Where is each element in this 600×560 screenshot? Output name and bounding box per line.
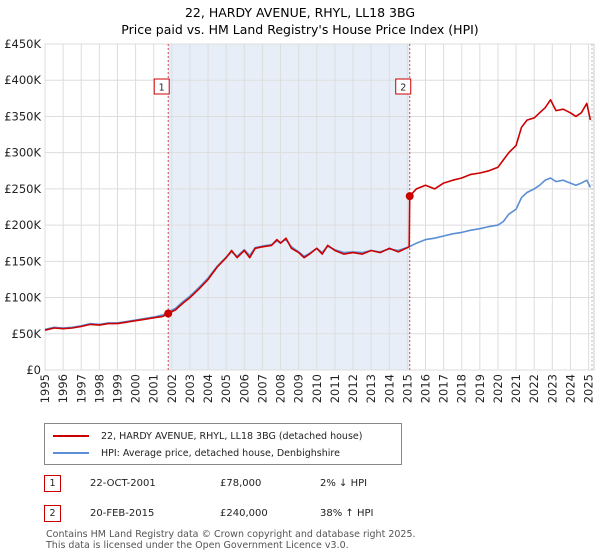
sale-2-label: 2 <box>400 83 406 94</box>
chart-title: 22, HARDY AVENUE, RHYL, LL18 3BG <box>185 5 415 20</box>
x-tick-label: 2019 <box>473 374 487 403</box>
x-tick-label: 2018 <box>455 374 469 403</box>
x-tick-label: 2008 <box>274 374 288 403</box>
y-tick-label: £100K <box>4 291 41 305</box>
sale-price-1: £78,000 <box>220 477 262 489</box>
x-tick-label: 1997 <box>74 374 88 403</box>
x-tick-label: 2007 <box>255 374 269 403</box>
sale-hpi-1: 2% ↓ HPI <box>320 477 368 489</box>
sale-hpi-2: 38% ↑ HPI <box>320 507 374 519</box>
x-tick-label: 2006 <box>237 374 251 403</box>
sale-badge-2: 2 <box>44 504 61 522</box>
x-tick-label: 2010 <box>310 374 324 403</box>
y-tick-label: £150K <box>4 254 41 268</box>
legend: 22, HARDY AVENUE, RHYL, LL18 3BG (detach… <box>44 423 402 465</box>
sale-date-1: 22-OCT-2001 <box>90 477 156 489</box>
x-tick-label: 2025 <box>582 374 596 403</box>
sale-row-2: 2 20-FEB-2015 £240,000 38% ↑ HPI <box>44 504 444 522</box>
sale-1-label: 1 <box>159 83 165 94</box>
x-tick-label: 2002 <box>165 374 179 403</box>
x-tick-label: 2001 <box>147 374 161 403</box>
x-tick-label: 2014 <box>382 374 396 403</box>
x-tick-label: 2015 <box>400 374 414 403</box>
chart-subtitle: Price paid vs. HM Land Registry's House … <box>121 22 478 37</box>
legend-swatch-hpi <box>53 452 89 454</box>
x-tick-label: 2021 <box>509 374 523 403</box>
sale-badge-1: 1 <box>44 474 61 492</box>
x-tick-label: 2023 <box>545 374 559 403</box>
ownership-shaded-region <box>168 44 410 370</box>
y-tick-label: £400K <box>4 73 41 87</box>
legend-label-hpi: HPI: Average price, detached house, Denb… <box>101 447 340 459</box>
price-chart: 22, HARDY AVENUE, RHYL, LL18 3BG Price p… <box>4 5 596 403</box>
x-tick-label: 2013 <box>364 374 378 403</box>
y-tick-label: £200K <box>4 218 41 232</box>
legend-item-property: 22, HARDY AVENUE, RHYL, LL18 3BG (detach… <box>53 428 362 444</box>
legend-swatch-property <box>53 435 89 437</box>
sale-2-point <box>405 192 414 201</box>
x-tick-label: 2017 <box>437 374 451 403</box>
y-tick-label: £250K <box>4 182 41 196</box>
footer: Contains HM Land Registry data © Crown c… <box>46 529 416 551</box>
y-tick-label: £450K <box>4 37 41 51</box>
x-tick-label: 2004 <box>201 374 215 403</box>
sale-1-point <box>164 309 173 318</box>
x-tick-label: 1996 <box>56 374 70 403</box>
y-tick-label: £50K <box>12 327 42 341</box>
y-tick-label: £350K <box>4 109 41 123</box>
y-tick-label: £300K <box>4 146 41 160</box>
x-tick-label: 2024 <box>563 374 577 403</box>
x-tick-label: 2020 <box>491 374 505 403</box>
legend-item-hpi: HPI: Average price, detached house, Denb… <box>53 445 340 461</box>
footer-line-1: Contains HM Land Registry data © Crown c… <box>46 529 416 540</box>
x-tick-label: 2011 <box>328 374 342 403</box>
x-tick-label: 1999 <box>111 374 125 403</box>
x-tick-label: 1998 <box>92 374 106 403</box>
sale-2-label-box <box>395 78 412 95</box>
x-tick-label: 2012 <box>346 374 360 403</box>
x-tick-label: 2009 <box>292 374 306 403</box>
sale-date-2: 20-FEB-2015 <box>90 507 155 519</box>
sale-1-label-box <box>153 78 170 95</box>
property-price-line <box>44 99 592 331</box>
sale-price-2: £240,000 <box>220 507 268 519</box>
footer-line-2: This data is licensed under the Open Gov… <box>46 540 349 551</box>
x-tick-label: 2022 <box>527 374 541 403</box>
legend-label-property: 22, HARDY AVENUE, RHYL, LL18 3BG (detach… <box>101 430 363 442</box>
sale-row-1: 1 22-OCT-2001 £78,000 2% ↓ HPI <box>44 474 444 492</box>
x-tick-label: 2000 <box>129 374 143 403</box>
x-tick-label: 2016 <box>419 374 433 403</box>
x-tick-label: 2003 <box>183 374 197 403</box>
x-tick-label: 2005 <box>219 374 233 403</box>
y-tick-label: £0 <box>26 363 41 377</box>
x-tick-label: 1995 <box>38 374 52 403</box>
